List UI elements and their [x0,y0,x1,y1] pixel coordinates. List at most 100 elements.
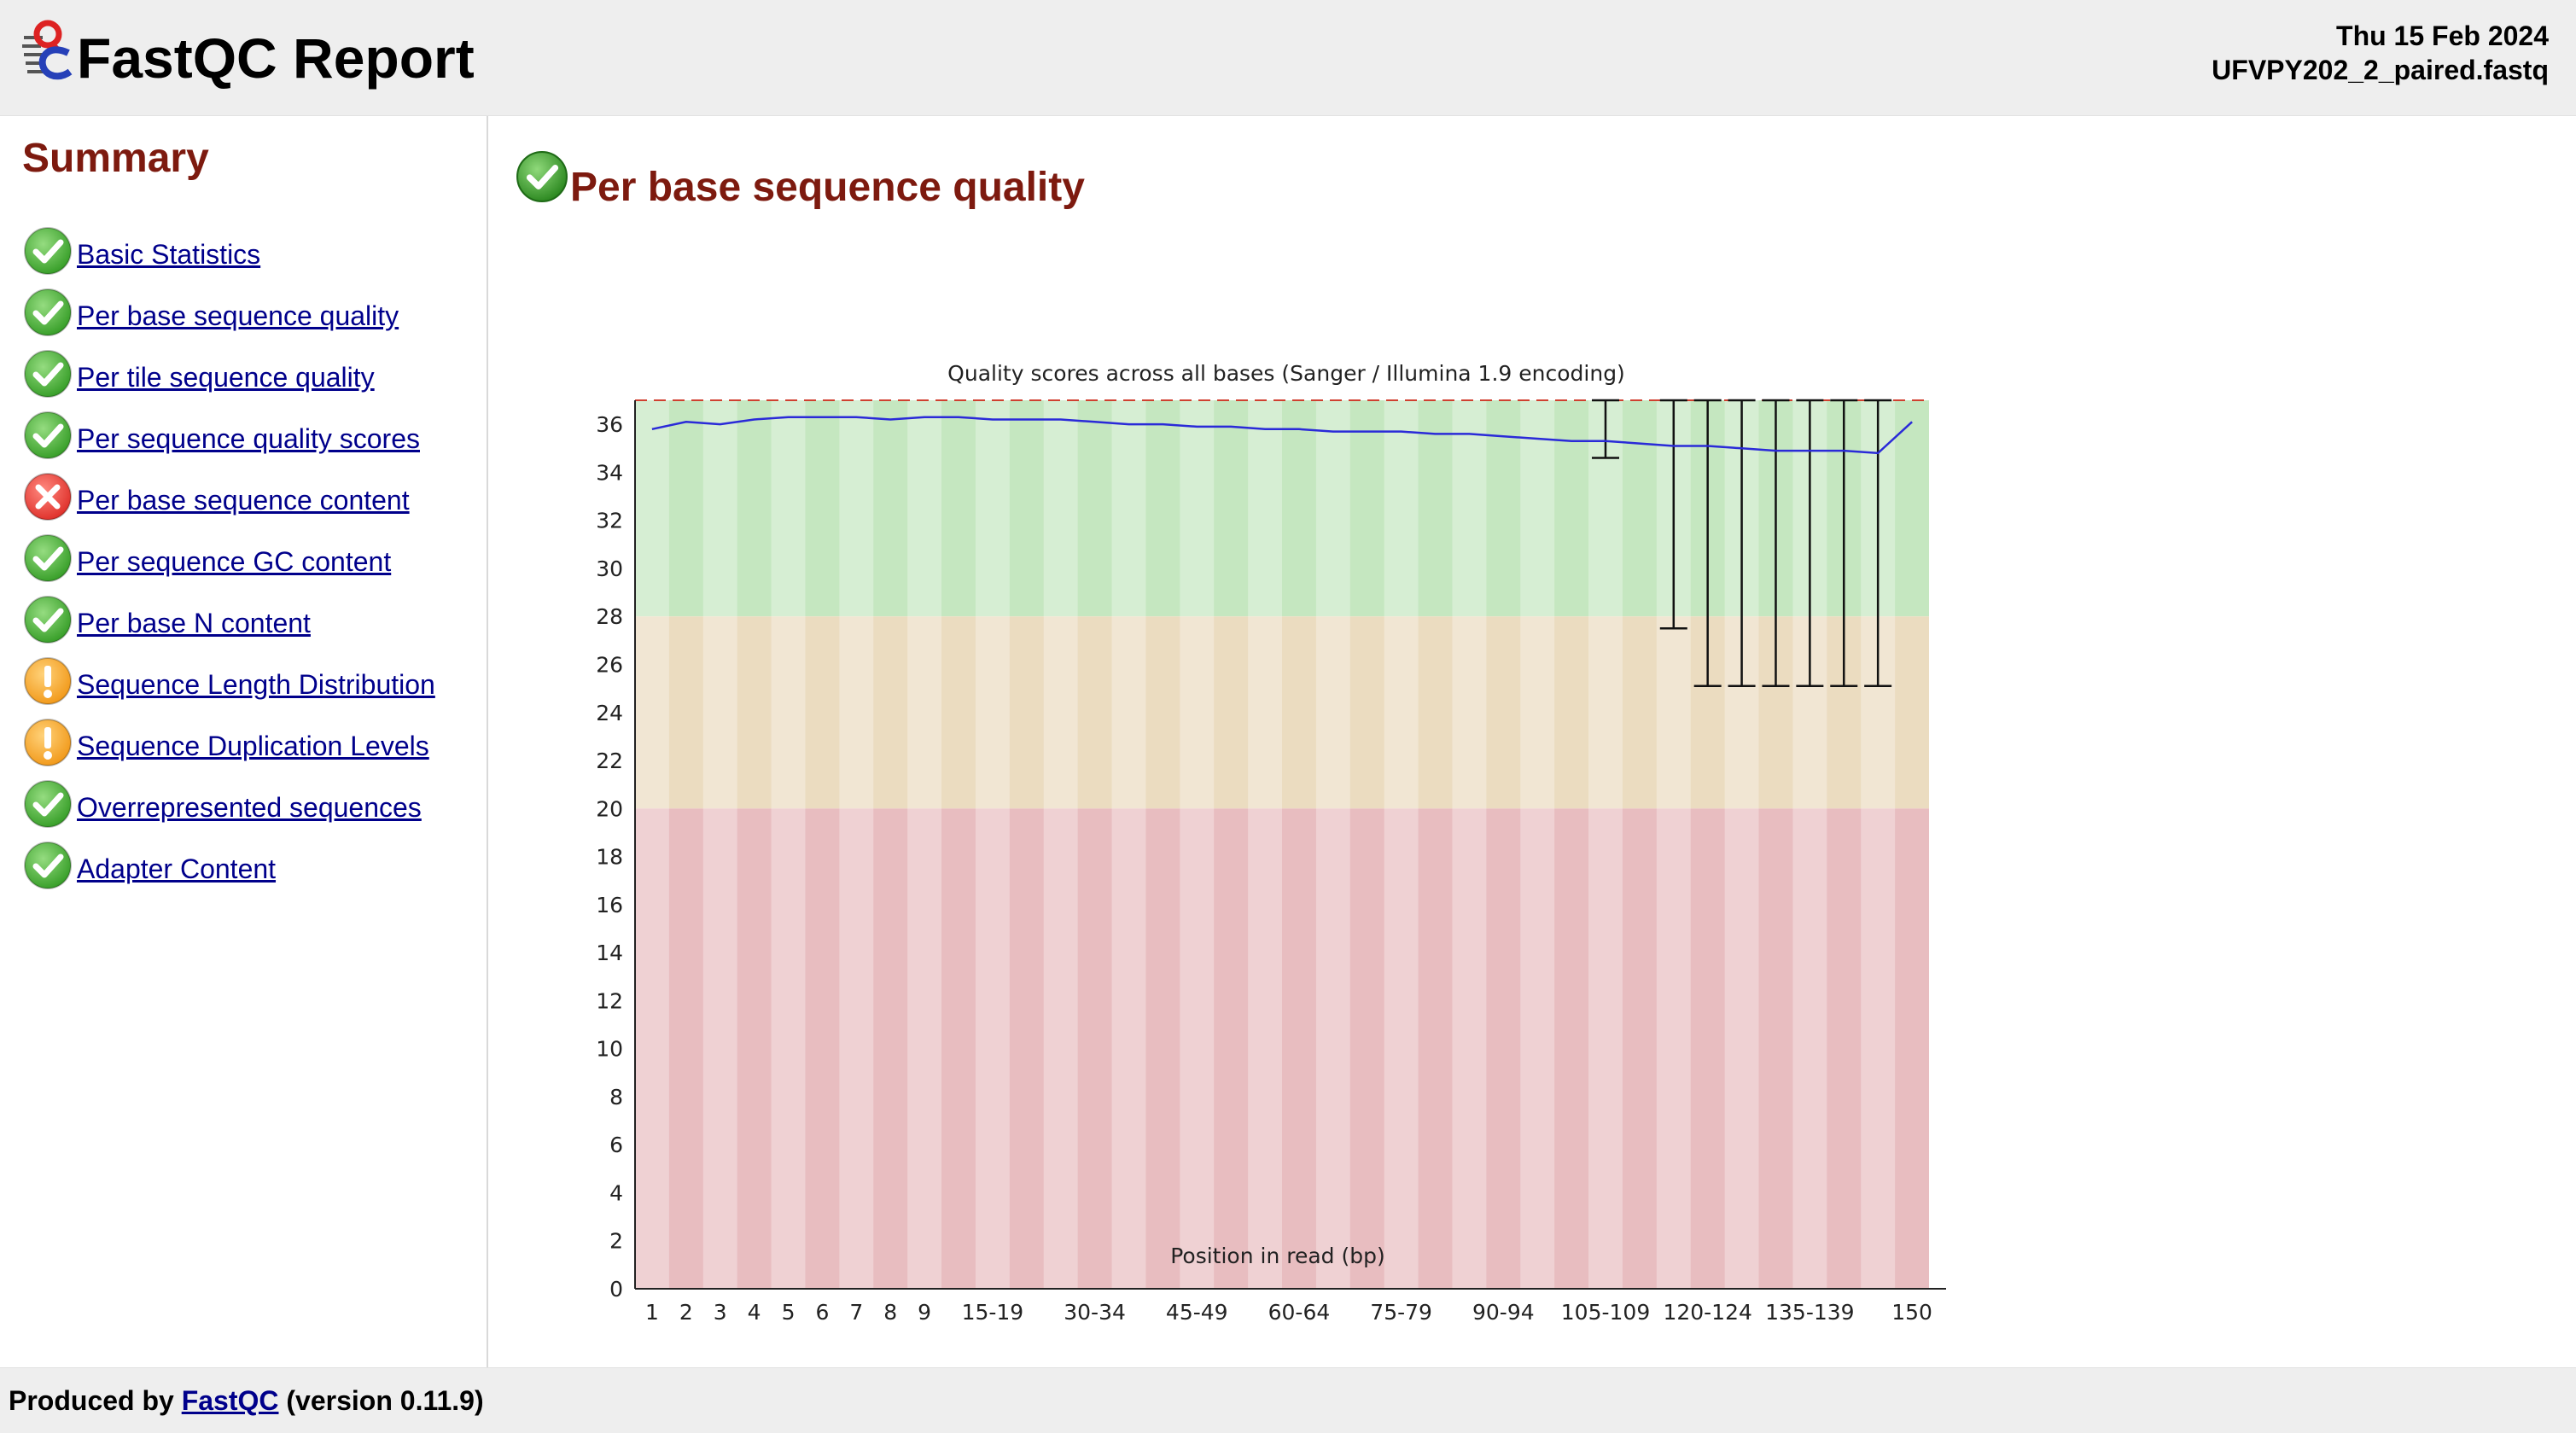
summary-item-per-sequence-gc-content[interactable]: Per sequence GC content [22,533,483,594]
position-stripe [1384,400,1419,1289]
header-info: Thu 15 Feb 2024 UFVPY202_2_paired.fastq [2212,19,2549,87]
x-tick-label: 150 [1891,1300,1932,1325]
pass-icon [24,842,72,889]
x-tick-label: 2 [679,1300,693,1325]
y-tick-label: 4 [609,1180,623,1205]
pass-icon [24,411,72,459]
warn-icon [24,657,72,705]
y-tick-label: 6 [609,1133,623,1157]
y-tick-label: 16 [596,893,623,917]
position-stripes [635,399,1929,1289]
position-stripe [1588,400,1623,1289]
chart-axes [634,400,1946,1290]
y-tick-label: 12 [596,988,623,1013]
position-stripe [839,400,874,1289]
position-stripe [1111,400,1146,1289]
zone-mid [635,616,1929,809]
pass-icon [24,288,72,336]
report-header: FastQC Report Thu 15 Feb 2024 UFVPY202_2… [0,0,2576,116]
pass-icon [24,350,72,398]
summary-item-label[interactable]: Adapter Content [77,853,277,884]
summary-item-label[interactable]: Basic Statistics [77,239,261,270]
position-stripe [1248,400,1282,1289]
position-stripe [1452,400,1487,1289]
summary-item-label[interactable]: Sequence Length Distribution [77,669,435,700]
pass-icon [24,780,72,828]
summary-item-sequence-length-distribution[interactable]: Sequence Length Distribution [22,655,483,717]
zone-bad [635,808,1929,1289]
x-tick-label: 7 [849,1300,863,1325]
pass-icon [24,227,72,275]
summary-sidebar: Summary Basic Statistics Per base sequenc… [0,116,488,1367]
summary-item-adapter-content[interactable]: Adapter Content [22,840,483,901]
y-tick-label: 8 [609,1085,623,1110]
x-tick-label: 1 [645,1300,659,1325]
x-ticks: 1 2 3 4 5 6 7 8 9 15-19 30-34 45-49 60-64 75-79 90-94 1… [645,1300,1932,1325]
x-tick-label: 8 [883,1300,897,1325]
y-tick-label: 18 [596,845,623,870]
summary-item-label[interactable]: Per sequence GC content [77,546,392,577]
report-filename: UFVPY202_2_paired.fastq [2212,55,2549,85]
position-stripe [975,400,1010,1289]
y-tick-label: 28 [596,604,623,629]
pass-icon [24,534,72,582]
footer-version: (version 0.11.9) [286,1385,484,1416]
position-stripe [771,400,806,1289]
footer-prefix: Produced by [9,1385,174,1416]
fastqc-link[interactable]: FastQC [181,1385,279,1416]
position-stripe [1043,400,1078,1289]
y-tick-label: 26 [596,652,623,677]
x-tick-label: 135-139 [1765,1300,1854,1325]
footer-text: Produced by FastQC (version 0.11.9) [9,1383,484,1418]
y-tick-label: 32 [596,509,623,533]
summary-item-label[interactable]: Per base N content [77,608,311,638]
x-tick-label: 90-94 [1472,1300,1535,1325]
position-stripe [1520,400,1555,1289]
summary-item-label[interactable]: Per base sequence content [77,485,410,516]
summary-item-basic-statistics[interactable]: Basic Statistics [22,225,483,287]
summary-item-label[interactable]: Overrepresented sequences [77,792,422,823]
report-footer: Produced by FastQC (version 0.11.9) [0,1367,2576,1433]
y-tick-label: 0 [609,1277,623,1302]
position-stripe [1180,400,1215,1289]
position-stripe [635,400,669,1289]
summary-item-label[interactable]: Per tile sequence quality [77,362,375,393]
summary-item-per-tile-sequence-quality[interactable]: Per tile sequence quality [22,348,483,410]
pass-icon [516,151,568,202]
summary-item-per-sequence-quality-scores[interactable]: Per sequence quality scores [22,410,483,471]
y-tick-label: 20 [596,796,623,821]
summary-item-overrepresented-sequences[interactable]: Overrepresented sequences [22,778,483,840]
y-tick-label: 30 [596,556,623,581]
summary-title: Summary [22,136,209,181]
x-tick-label: 120-124 [1663,1300,1751,1325]
summary-item-label[interactable]: Per sequence quality scores [77,423,420,454]
summary-item-per-base-sequence-quality[interactable]: Per base sequence quality [22,287,483,348]
summary-item-per-base-sequence-content[interactable]: Per base sequence content [22,471,483,533]
y-tick-label: 34 [596,460,623,485]
x-tick-label: 9 [918,1300,931,1325]
chart-title: Quality scores across all bases (Sanger … [947,361,1625,386]
x-tick-label: 4 [748,1300,761,1325]
fastqc-logo-icon [22,20,73,80]
x-tick-label: 105-109 [1561,1300,1650,1325]
x-tick-label: 6 [815,1300,829,1325]
summary-item-label[interactable]: Per base sequence quality [77,300,399,331]
fail-icon [24,473,72,521]
x-tick-label: 60-64 [1268,1300,1331,1325]
x-tick-label: 3 [714,1300,727,1325]
x-tick-label: 15-19 [962,1300,1024,1325]
position-stripe [702,400,737,1289]
summary-item-per-base-n-content[interactable]: Per base N content [22,594,483,655]
main-content: Per base sequence quality 0 2 4 6 8 10 12 14 16 1… [488,116,2576,1367]
y-tick-label: 14 [596,941,623,965]
y-tick-label: 10 [596,1037,623,1062]
y-tick-label: 36 [596,412,623,437]
zone-good [635,400,1929,617]
summary-item-sequence-duplication-levels[interactable]: Sequence Duplication Levels [22,717,483,778]
whiskers [1592,399,1892,688]
summary-item-label[interactable]: Sequence Duplication Levels [77,731,429,761]
x-tick-label: 75-79 [1370,1300,1432,1325]
pass-icon [24,596,72,644]
